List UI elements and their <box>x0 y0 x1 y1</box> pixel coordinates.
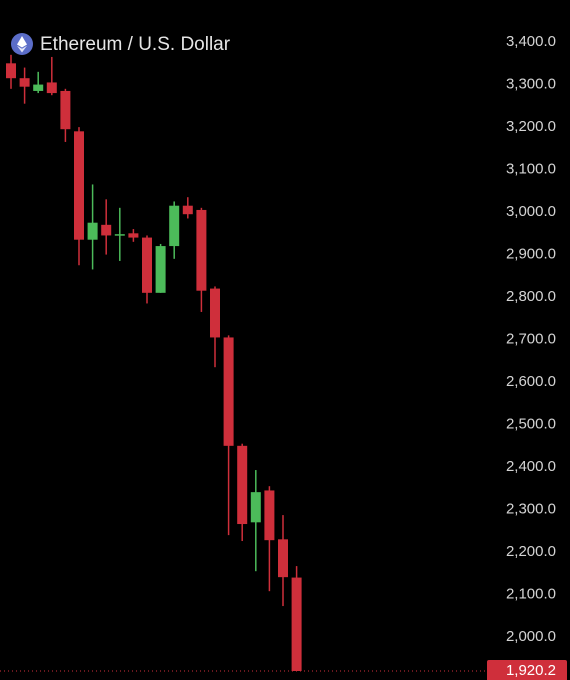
candle-body <box>196 209 207 291</box>
candle-body <box>6 63 16 79</box>
y-tick-label: 2,200.0 <box>506 543 556 560</box>
candle-body <box>101 224 112 236</box>
y-tick-label: 3,000.0 <box>506 203 556 220</box>
candle-body <box>33 84 44 91</box>
y-tick-label: 3,200.0 <box>506 118 556 135</box>
y-tick-label: 2,000.0 <box>506 628 556 645</box>
chart-title: Ethereum / U.S. Dollar <box>40 34 231 55</box>
last-price-label: 1,920.2 <box>506 662 556 679</box>
y-tick-label: 3,400.0 <box>506 33 556 50</box>
candle-body <box>46 82 57 94</box>
y-tick-label: 2,500.0 <box>506 416 556 433</box>
last-price-box <box>487 659 567 680</box>
candle-body <box>237 445 248 525</box>
candle-body <box>210 288 220 338</box>
candle-body <box>291 577 302 671</box>
candle-body <box>60 90 71 130</box>
candle-body <box>87 222 98 240</box>
candle-body <box>74 131 84 240</box>
candle-body <box>223 337 234 446</box>
y-tick-label: 2,700.0 <box>506 331 556 348</box>
candle-body <box>19 78 30 87</box>
y-tick-label: 3,300.0 <box>506 76 556 93</box>
candle-body <box>169 205 180 247</box>
y-tick-label: 2,300.0 <box>506 501 556 518</box>
candle-body <box>250 492 261 523</box>
candle-body <box>114 234 125 236</box>
candle-body <box>182 205 193 215</box>
coin-icon <box>11 33 33 55</box>
candle-body <box>264 490 275 541</box>
y-tick-label: 2,100.0 <box>506 586 556 603</box>
candle-body <box>155 246 166 293</box>
y-tick-label: 2,400.0 <box>506 458 556 475</box>
y-tick-label: 2,600.0 <box>506 373 556 390</box>
candle-body <box>142 237 152 293</box>
candle-body <box>278 539 288 578</box>
y-tick-label: 3,100.0 <box>506 161 556 178</box>
candle-body <box>128 233 139 238</box>
y-tick-label: 2,800.0 <box>506 288 556 305</box>
y-tick-label: 2,900.0 <box>506 246 556 263</box>
